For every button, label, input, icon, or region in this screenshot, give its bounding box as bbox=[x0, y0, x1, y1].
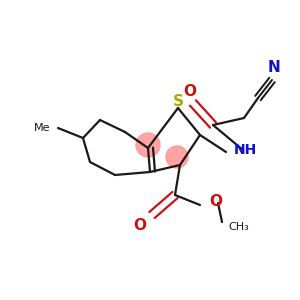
Text: O: O bbox=[209, 194, 222, 209]
Circle shape bbox=[166, 146, 188, 168]
Text: N: N bbox=[268, 61, 281, 76]
Text: O: O bbox=[184, 83, 196, 98]
Text: O: O bbox=[134, 218, 146, 232]
Text: CH₃: CH₃ bbox=[228, 222, 249, 232]
Text: NH: NH bbox=[234, 143, 257, 157]
Circle shape bbox=[136, 133, 160, 157]
Text: Me: Me bbox=[34, 123, 50, 133]
Text: S: S bbox=[172, 94, 184, 109]
